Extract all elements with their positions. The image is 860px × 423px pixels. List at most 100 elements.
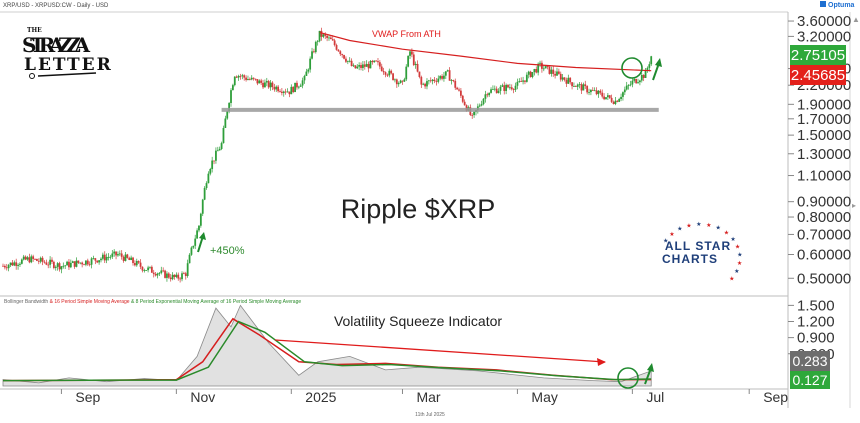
scroll-arrows[interactable]: ▲ ▸	[852, 15, 860, 210]
x-tick-label: Sep	[763, 389, 788, 405]
candle-body	[431, 79, 434, 82]
candle-body	[264, 82, 266, 88]
candle-body	[117, 254, 119, 256]
candle-body	[588, 92, 590, 93]
svg-text:CHARTS: CHARTS	[662, 252, 718, 266]
candle-body	[126, 254, 129, 258]
candle-body	[420, 76, 423, 85]
candle-body	[422, 83, 425, 85]
candle-body	[461, 95, 464, 102]
candle-body	[569, 77, 572, 83]
candle-body	[252, 77, 255, 79]
svg-text:★: ★	[669, 231, 674, 238]
candle-body	[269, 82, 272, 88]
candle-body	[320, 30, 323, 37]
candle-body	[277, 86, 280, 92]
candle-body	[605, 97, 607, 100]
squeeze-trend-arrow	[274, 339, 606, 366]
candle-body	[258, 80, 261, 84]
candle-body	[405, 66, 408, 80]
candle-body	[107, 256, 110, 258]
candle-body	[441, 76, 443, 79]
candle-body	[377, 61, 379, 63]
candle-body	[314, 41, 317, 53]
candle-body	[92, 258, 95, 260]
candle-body	[478, 105, 481, 107]
candle-body	[499, 86, 502, 91]
candle-body	[414, 63, 417, 65]
candle-body	[141, 266, 144, 271]
up-arrow-icon	[197, 232, 206, 253]
candle-body	[188, 254, 191, 264]
candle-body	[610, 97, 613, 102]
candle-body	[437, 78, 440, 82]
candle-body	[309, 58, 312, 70]
candle-body	[186, 263, 189, 276]
candle-body	[79, 262, 82, 264]
candle-body	[149, 266, 151, 268]
bbw-area	[2, 304, 652, 387]
candle-body	[120, 253, 123, 257]
candle-body	[56, 263, 59, 267]
candle-body	[448, 70, 451, 81]
candle-body	[597, 90, 600, 95]
candle-body	[94, 258, 97, 261]
x-tick-label: Mar	[416, 389, 440, 405]
candle-body	[629, 84, 632, 86]
candle-body	[450, 80, 453, 81]
candle-body	[273, 86, 276, 90]
svg-text:STRAZZA: STRAZZA	[22, 33, 90, 57]
candle-body	[529, 71, 532, 78]
candle-body	[124, 254, 127, 261]
candle-body	[539, 62, 541, 64]
candle-body	[205, 183, 208, 189]
candle-body	[360, 65, 362, 68]
candle-body	[177, 274, 180, 279]
candle-body	[620, 96, 622, 99]
candle-body	[52, 261, 55, 268]
svg-text:0.283: 0.283	[792, 353, 827, 369]
candle-body	[15, 262, 18, 266]
candle-body	[580, 84, 583, 91]
candle-body	[582, 84, 585, 91]
candle-body	[473, 111, 475, 116]
candle-body	[397, 83, 400, 85]
price-overlays	[221, 31, 659, 112]
svg-text:LETTER: LETTER	[24, 55, 113, 75]
y-tick-label: 0.60000	[797, 247, 851, 264]
candle-body	[301, 80, 304, 86]
candle-body	[20, 259, 23, 264]
candle-body	[443, 75, 445, 79]
last-price-badge: 2.75105	[790, 45, 846, 65]
candle-body	[362, 64, 364, 68]
candle-body	[184, 273, 187, 276]
candle-body	[83, 264, 85, 266]
svg-text:★: ★	[724, 229, 729, 236]
candle-body	[565, 79, 568, 84]
candle-body	[284, 91, 287, 93]
candle-body	[299, 85, 302, 87]
candle-body	[614, 100, 617, 104]
candle-body	[167, 273, 170, 278]
candle-body	[427, 80, 430, 82]
candle-body	[639, 80, 641, 83]
candle-body	[62, 265, 65, 267]
candle-body	[307, 69, 310, 72]
candle-body	[262, 82, 264, 88]
svg-text:THE: THE	[27, 27, 42, 34]
candle-body	[439, 76, 442, 79]
candle-body	[115, 251, 117, 256]
svg-text:★: ★	[663, 237, 668, 244]
date-stamp: 11th Jul 2025	[415, 412, 445, 418]
candle-body	[135, 261, 138, 266]
svg-text:★: ★	[696, 221, 701, 228]
candle-body	[512, 89, 515, 90]
candle-body	[254, 78, 257, 80]
optuma-brand: Optuma	[820, 1, 855, 9]
candle-body	[286, 91, 289, 93]
candle-body	[36, 258, 38, 261]
candle-body	[105, 256, 108, 261]
candle-body	[622, 92, 624, 97]
svg-text:★: ★	[715, 225, 720, 232]
candle-body	[271, 82, 274, 87]
